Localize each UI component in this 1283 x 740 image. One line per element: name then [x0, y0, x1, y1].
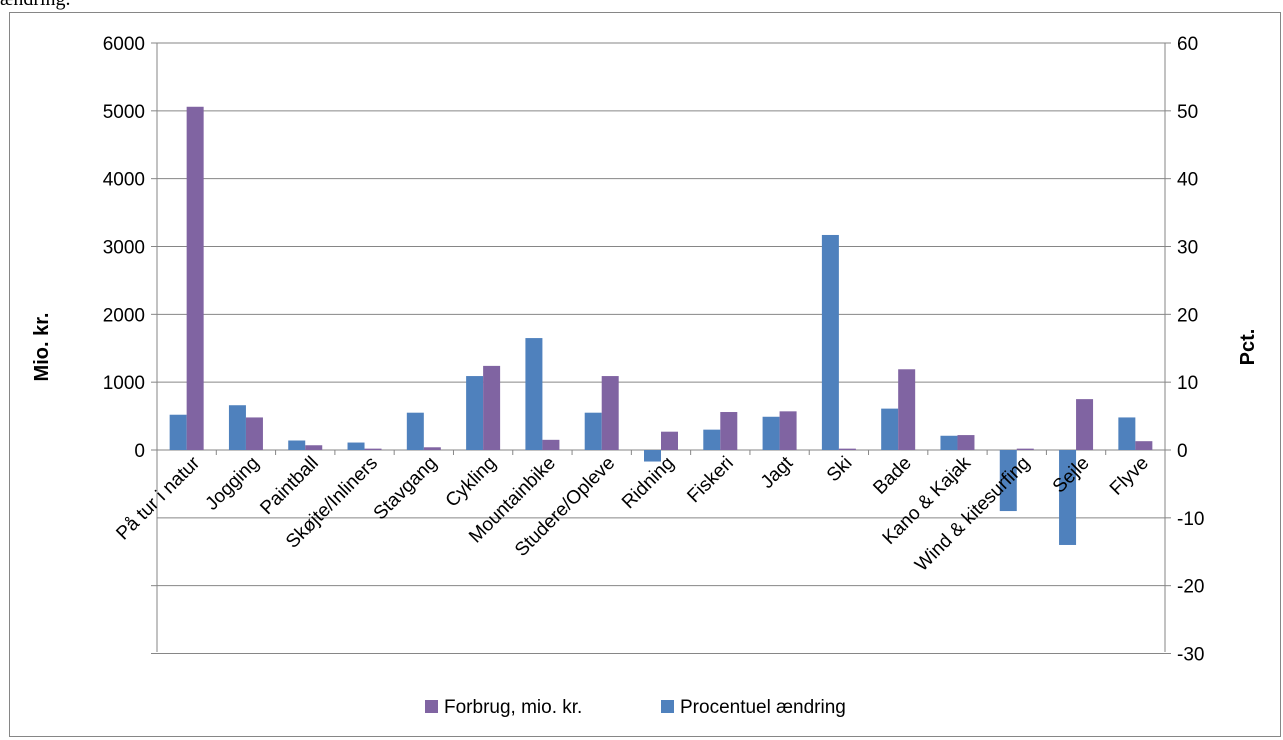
bar-forbrug: [720, 412, 738, 450]
bar-procent: [584, 412, 602, 450]
bar-procent: [762, 416, 780, 450]
left-tick-label: 6000: [103, 34, 145, 55]
bar-forbrug: [1076, 399, 1094, 450]
bar-forbrug: [601, 376, 619, 450]
bar-forbrug: [898, 369, 916, 450]
bar-procent: [1059, 450, 1077, 545]
right-tick-label: -20: [1177, 577, 1204, 598]
category-label: Ski: [823, 453, 857, 487]
right-axis-title: Pct.: [1237, 329, 1259, 366]
bar-procent: [999, 450, 1017, 512]
category-label: Cykling: [442, 453, 501, 512]
right-tick-label: 0: [1177, 441, 1188, 462]
left-tick-label: 3000: [103, 238, 145, 259]
bar-procent: [821, 234, 839, 450]
bar-forbrug: [305, 445, 323, 450]
bar-procent: [525, 338, 543, 450]
bar-procent: [406, 412, 424, 450]
category-label: Stavgang: [370, 453, 442, 525]
right-tick-label: -10: [1177, 509, 1204, 530]
legend-swatch: [661, 700, 674, 713]
bar-forbrug: [957, 435, 975, 450]
category-label: Bade: [869, 453, 915, 499]
bar-procent: [703, 429, 721, 450]
category-label: Flyve: [1106, 453, 1153, 500]
right-tick-label: -30: [1177, 645, 1204, 666]
right-tick-label: 30: [1177, 238, 1198, 259]
right-tick-label: 50: [1177, 102, 1198, 123]
right-tick-label: 40: [1177, 170, 1198, 191]
category-label: På tur i natur: [112, 452, 204, 544]
bar-procent: [288, 440, 306, 450]
bar-procent: [347, 442, 365, 450]
category-label: Fiskeri: [683, 453, 737, 507]
left-tick-label: 2000: [103, 305, 145, 326]
left-tick-label: 5000: [103, 102, 145, 123]
left-tick-label: 4000: [103, 170, 145, 191]
legend-label: Procentuel ændring: [680, 697, 846, 718]
chart-frame: [9, 12, 1281, 737]
bar-forbrug: [1016, 448, 1034, 450]
category-label: Jogging: [202, 453, 264, 515]
bar-procent: [644, 450, 661, 462]
bar-forbrug: [186, 106, 204, 450]
category-label: Jagt: [757, 452, 798, 493]
bar-forbrug: [542, 439, 560, 450]
bar-forbrug: [661, 431, 678, 450]
legend-label: Forbrug, mio. kr.: [444, 697, 582, 718]
bar-procent: [881, 408, 899, 450]
bar-forbrug: [483, 365, 501, 450]
legend-swatch: [425, 700, 438, 713]
bar-forbrug: [245, 417, 263, 450]
page-caption: ændring.: [0, 0, 71, 11]
bar-procent: [940, 435, 958, 450]
bar-procent: [169, 414, 187, 450]
category-label: Studere/Opleve: [511, 453, 619, 561]
category-label: Wind & kitesurfing: [911, 453, 1034, 576]
bar-procent: [466, 376, 484, 450]
right-tick-label: 60: [1177, 34, 1198, 55]
left-axis-title: Mio. kr.: [31, 313, 53, 382]
left-tick-label: 0: [134, 441, 145, 462]
bar-forbrug: [779, 411, 797, 450]
bar-procent: [1118, 417, 1136, 450]
bar-forbrug: [423, 447, 441, 450]
left-tick-label: 1000: [103, 373, 145, 394]
right-tick-label: 20: [1177, 305, 1198, 326]
category-label: Ridning: [618, 453, 678, 513]
bar-forbrug: [1135, 441, 1153, 450]
bar-forbrug: [838, 448, 856, 450]
bar-forbrug: [364, 448, 382, 450]
right-tick-label: 10: [1177, 373, 1198, 394]
bar-procent: [228, 405, 246, 450]
